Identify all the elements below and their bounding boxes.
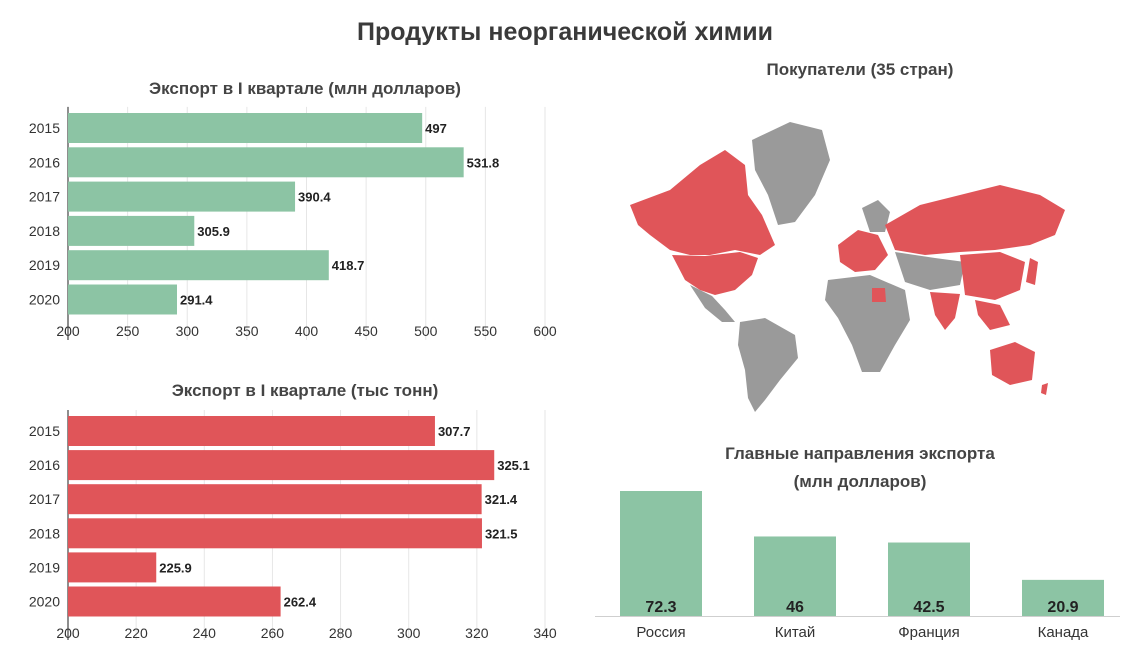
- chart2-category-label: 2016: [29, 457, 60, 473]
- chart2-title: Экспорт в I квартале (тыс тонн): [171, 381, 439, 400]
- chart1-category-label: 2015: [29, 120, 60, 136]
- chart1-value-label: 497: [425, 121, 447, 136]
- chart1-title: Экспорт в I квартале (млн долларов): [149, 79, 461, 98]
- chart1-value-label: 305.9: [197, 224, 230, 239]
- chart1-value-label: 418.7: [332, 258, 365, 273]
- chart2-value-label: 321.5: [485, 526, 518, 541]
- map-india: [930, 292, 960, 330]
- chart1-bar-2020: [68, 284, 177, 315]
- chart2-tick-label: 300: [397, 625, 421, 641]
- chart3-category-label: Франция: [898, 624, 959, 641]
- chart2-category-label: 2018: [29, 525, 60, 541]
- map-new-zealand: [1041, 383, 1048, 395]
- map-se-asia: [975, 300, 1010, 330]
- map-asia-central: [895, 252, 965, 290]
- chart2-bar-2017: [68, 484, 482, 515]
- chart1-tick-label: 550: [474, 323, 498, 339]
- map-title: Покупатели (35 стран): [766, 60, 954, 79]
- chart3-bar-Канада: [1022, 579, 1104, 616]
- chart2-bar-2018: [68, 518, 482, 549]
- chart1-value-label: 531.8: [467, 155, 500, 170]
- chart1-value-label: 291.4: [180, 293, 213, 308]
- map-china: [960, 252, 1025, 300]
- chart1-value-label: 390.4: [298, 190, 331, 205]
- chart3-category-label: Китай: [775, 624, 816, 641]
- chart1-tick-label: 500: [414, 323, 438, 339]
- chart2-tick-label: 280: [329, 625, 353, 641]
- chart1-bar-2016: [68, 147, 464, 178]
- chart1-bar-2017: [68, 181, 296, 212]
- map-africa: [825, 275, 910, 372]
- chart3-value-label: 42.5: [913, 599, 944, 616]
- chart2-tonnes: 2015 307.7 2016 325.1 2017 321.4 2018 321.5 2019…: [29, 409, 557, 641]
- chart2-bar-2020: [68, 586, 281, 617]
- chart1-tick-label: 450: [354, 323, 378, 339]
- chart3-bar-Франция: [888, 542, 970, 616]
- chart1-tick-label: 400: [295, 323, 319, 339]
- page-title: Продукты неорганической химии: [357, 18, 773, 46]
- chart2-bar-2019: [68, 552, 157, 583]
- chart3-value-label: 72.3: [645, 599, 676, 616]
- chart3-value-label: 20.9: [1047, 599, 1078, 616]
- chart1-bar-2018: [68, 215, 195, 246]
- map-japan: [1026, 258, 1038, 285]
- chart2-value-label: 225.9: [159, 560, 192, 575]
- chart1-bar-2019: [68, 250, 329, 281]
- chart1-category-label: 2017: [29, 189, 60, 205]
- world-map: [630, 122, 1065, 412]
- chart3-title: Главные направления экспорта: [725, 444, 995, 463]
- chart2-value-label: 262.4: [284, 595, 317, 610]
- chart1-category-label: 2016: [29, 154, 60, 170]
- chart3-value-label: 46: [786, 599, 804, 616]
- map-south-america: [738, 318, 798, 412]
- map-russia: [885, 185, 1065, 255]
- chart2-tick-label: 200: [56, 625, 80, 641]
- chart1-money: 2015 497 2016 531.8 2017 390.4 2018 305.9 2019 41…: [29, 106, 557, 340]
- map-scandinavia: [862, 200, 890, 232]
- map-greenland: [752, 122, 830, 225]
- map-australia: [990, 342, 1035, 385]
- chart2-bar-2016: [68, 450, 495, 481]
- chart2-category-label: 2019: [29, 559, 60, 575]
- chart3-destinations: 72.3 Россия 46 Китай 42.5 Франция 20.9 Канада: [595, 491, 1120, 641]
- chart3-bar-Китай: [754, 536, 836, 616]
- chart1-tick-label: 600: [533, 323, 557, 339]
- chart2-value-label: 325.1: [497, 458, 530, 473]
- chart2-tick-label: 220: [124, 625, 148, 641]
- chart1-category-label: 2020: [29, 292, 60, 308]
- chart2-category-label: 2017: [29, 491, 60, 507]
- chart1-tick-label: 200: [56, 323, 80, 339]
- chart2-tick-label: 260: [261, 625, 285, 641]
- map-usa: [672, 252, 758, 295]
- chart1-category-label: 2018: [29, 223, 60, 239]
- chart1-category-label: 2019: [29, 257, 60, 273]
- chart1-tick-label: 300: [176, 323, 200, 339]
- chart2-bar-2015: [68, 416, 435, 446]
- chart1-bar-2015: [68, 113, 423, 143]
- chart3-category-label: Канада: [1038, 624, 1089, 641]
- map-europe-west: [838, 230, 888, 272]
- chart2-value-label: 307.7: [438, 424, 471, 439]
- chart3-bar-Россия: [620, 491, 702, 616]
- chart1-tick-label: 350: [235, 323, 259, 339]
- chart2-tick-label: 320: [465, 625, 489, 641]
- chart1-tick-label: 250: [116, 323, 140, 339]
- chart2-tick-label: 340: [533, 625, 557, 641]
- chart2-category-label: 2015: [29, 423, 60, 439]
- map-canada: [630, 150, 775, 255]
- map-mexico: [690, 285, 735, 322]
- chart3-subtitle: (млн долларов): [793, 472, 927, 491]
- chart2-tick-label: 240: [193, 625, 217, 641]
- chart3-category-label: Россия: [636, 624, 685, 641]
- map-egypt: [872, 288, 886, 302]
- chart2-value-label: 321.4: [485, 492, 518, 507]
- chart2-category-label: 2020: [29, 594, 60, 610]
